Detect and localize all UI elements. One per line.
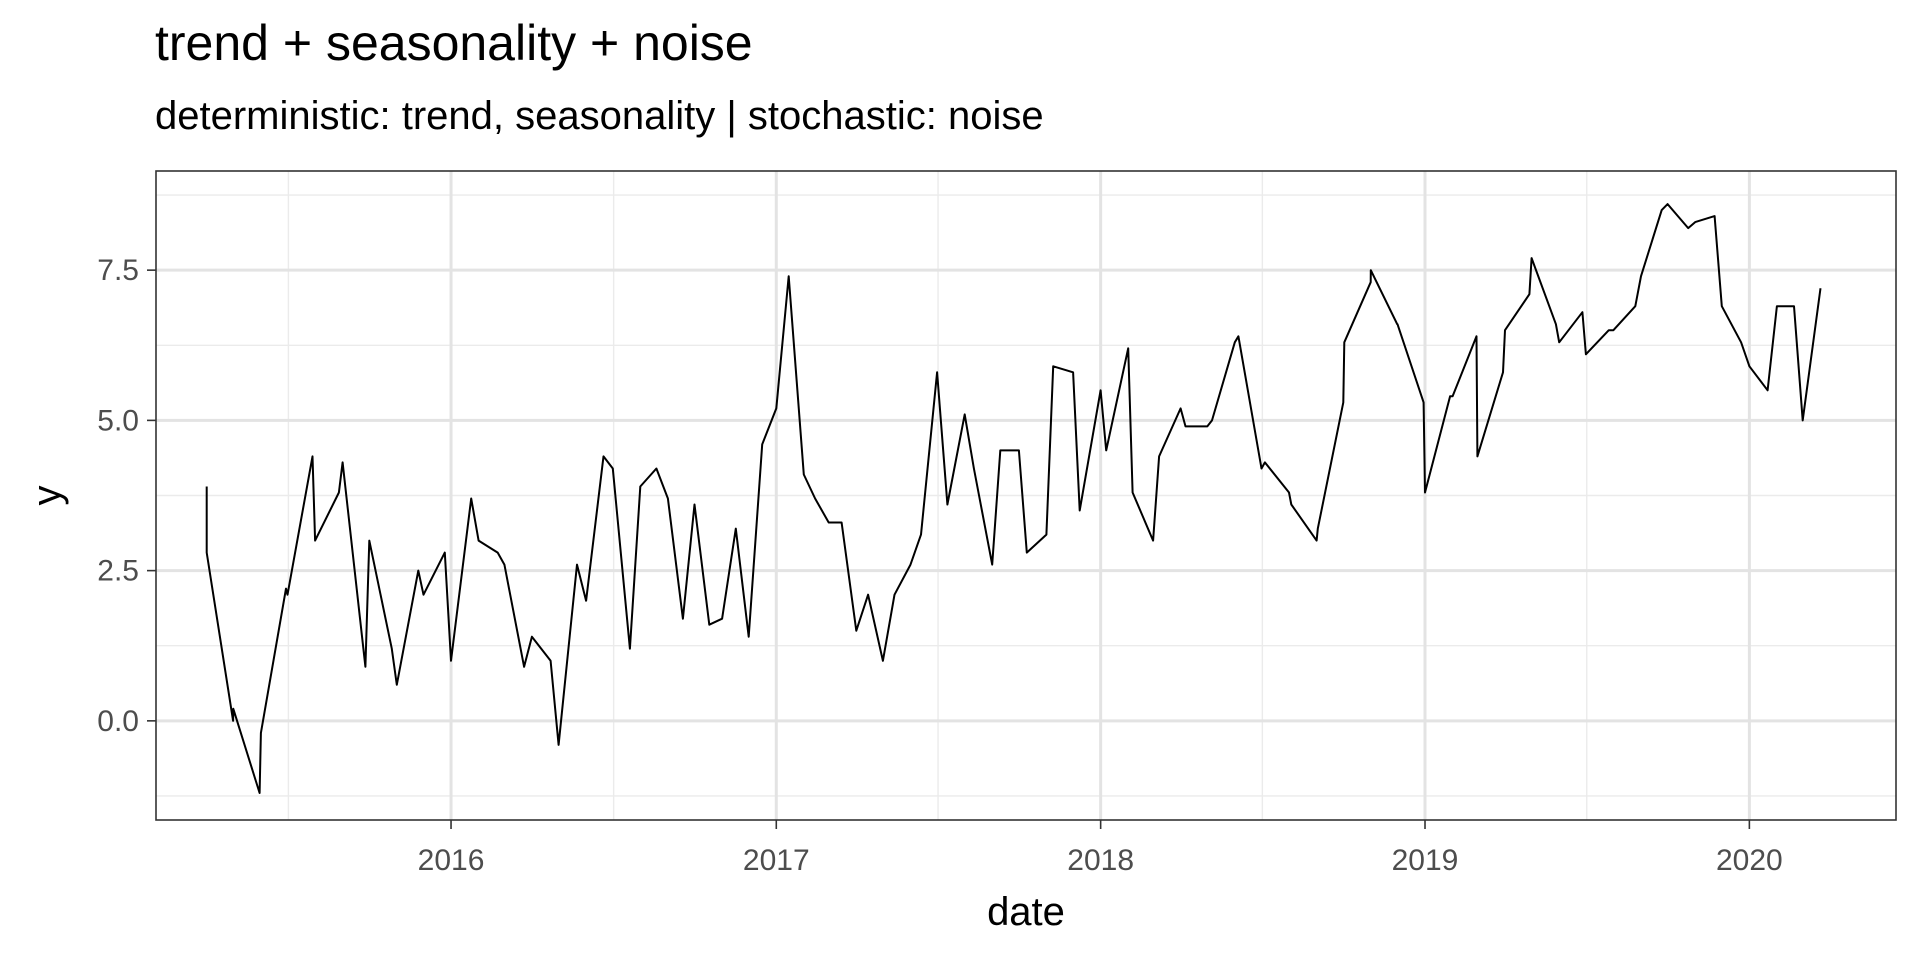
x-axis-title: date [987, 890, 1065, 934]
major-grid [156, 171, 1896, 820]
chart-subtitle: deterministic: trend, seasonality | stoc… [155, 94, 1044, 138]
x-tick-label: 2016 [418, 844, 485, 877]
y-tick-label: 7.5 [97, 254, 139, 287]
y-tick-label: 5.0 [97, 404, 139, 437]
minor-grid [156, 171, 1896, 820]
x-tick-label: 2020 [1716, 844, 1783, 877]
y-axis: 0.0 2.5 5.0 7.5 [97, 254, 156, 738]
x-tick-label: 2019 [1392, 844, 1459, 877]
panel-border [155, 170, 1897, 821]
x-tick-label: 2017 [743, 844, 810, 877]
x-axis: 2016 2017 2018 2019 2020 [418, 820, 1783, 877]
series-layer [205, 203, 1822, 794]
x-tick-label: 2018 [1067, 844, 1134, 877]
y-axis-title: y [25, 486, 69, 506]
y-tick-label: 0.0 [97, 705, 139, 738]
chart-title: trend + seasonality + noise [155, 15, 753, 71]
y-tick-label: 2.5 [97, 555, 139, 588]
series-line [205, 203, 1822, 794]
